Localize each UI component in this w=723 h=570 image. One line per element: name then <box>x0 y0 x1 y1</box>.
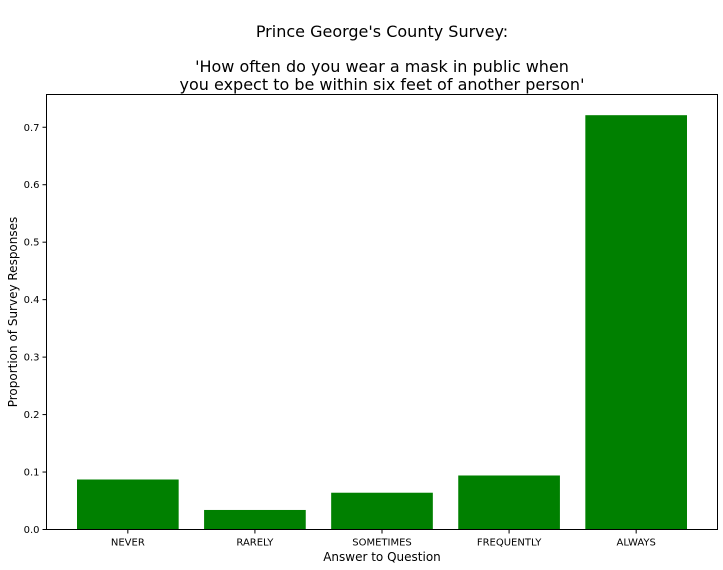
x-axis-label: Answer to Question <box>323 550 441 564</box>
y-axis: 0.0 0.1 0.2 0.3 0.4 0.5 0.6 0.7 <box>24 123 47 536</box>
bar-sometimes <box>331 492 433 530</box>
bar-always <box>585 115 687 530</box>
bar-rarely <box>204 509 306 530</box>
chart-title-line-1: Prince George's County Survey: <box>255 22 509 41</box>
chart-title-line-3: you expect to be within six feet of anot… <box>179 75 585 94</box>
y-tick-label: 0.5 <box>24 238 40 249</box>
y-tick-label: 0.6 <box>24 180 40 191</box>
x-tick-label-never: NEVER <box>111 538 145 549</box>
chart-title-line-2: 'How often do you wear a mask in public … <box>195 57 569 76</box>
x-axis: NEVER RARELY SOMETIMES FREQUENTLY ALWAYS <box>111 529 656 549</box>
bar-frequently <box>458 475 560 530</box>
y-tick-label: 0.1 <box>24 468 40 479</box>
bars-group <box>77 115 687 530</box>
x-tick-label-rarely: RARELY <box>236 538 274 549</box>
y-tick-label: 0.4 <box>24 295 40 306</box>
x-tick-label-always: ALWAYS <box>616 538 655 549</box>
y-tick-label: 0.3 <box>24 353 40 364</box>
y-tick-label: 0.2 <box>24 410 40 421</box>
y-tick-label: 0.7 <box>24 123 40 134</box>
y-tick-label: 0.0 <box>24 525 40 536</box>
x-tick-label-sometimes: SOMETIMES <box>352 538 412 549</box>
plot-frame <box>46 94 718 530</box>
y-axis-label: Proportion of Survey Responses <box>6 217 20 408</box>
x-tick-label-frequently: FREQUENTLY <box>477 538 542 549</box>
bar-never <box>77 479 179 530</box>
